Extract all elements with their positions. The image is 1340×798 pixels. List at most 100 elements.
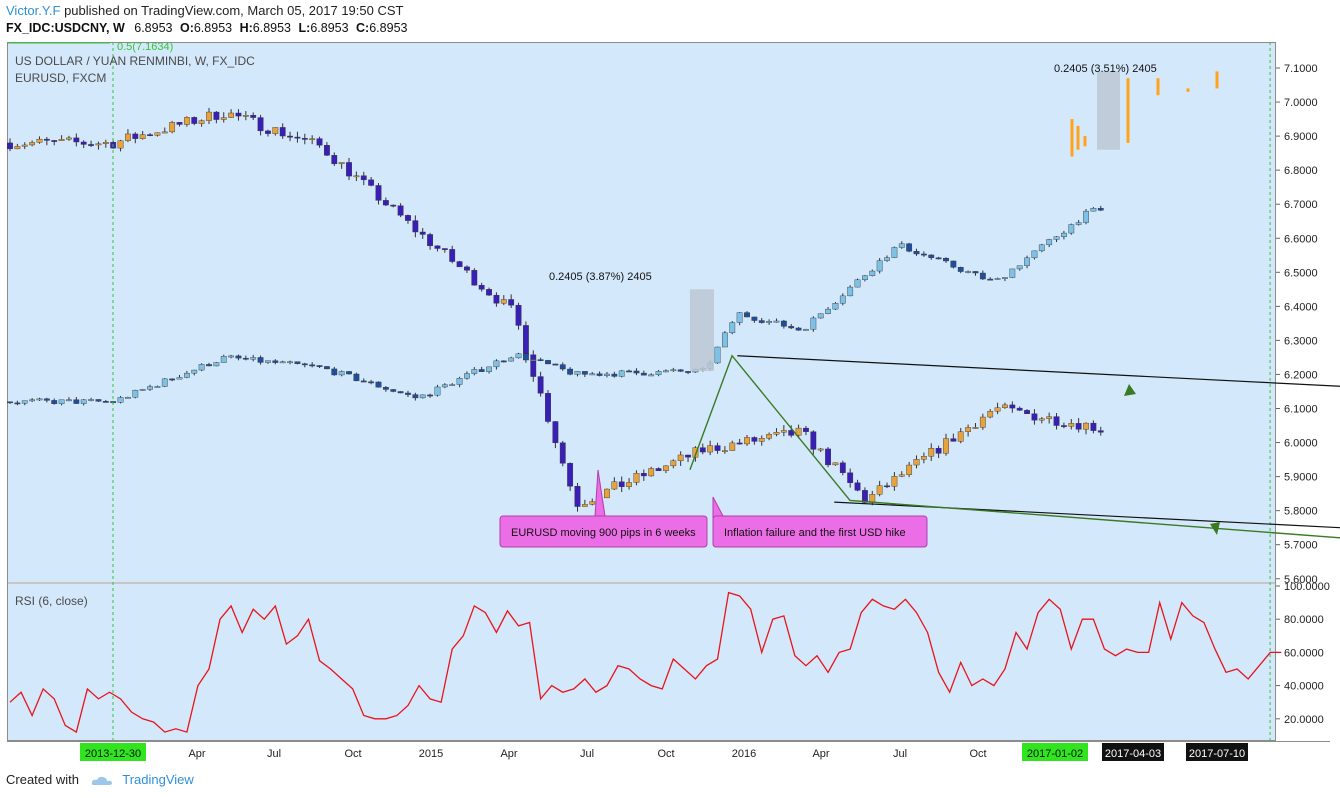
usdcny-candle <box>633 473 640 483</box>
eurusd-candle <box>464 373 470 379</box>
tradingview-link[interactable]: TradingView <box>122 772 194 787</box>
time-label: Oct <box>344 748 361 760</box>
rsi-tick-label: 20.0000 <box>1284 714 1324 726</box>
eurusd-candle <box>817 313 824 319</box>
time-label: Apr <box>500 748 517 760</box>
price-tick-label: 5.9000 <box>1284 472 1318 484</box>
eurusd-candle <box>272 360 279 363</box>
eurusd-candle <box>250 357 257 360</box>
price-tick-label: 6.4000 <box>1284 301 1318 313</box>
eurusd-candle <box>257 357 264 363</box>
eurusd-candle <box>884 257 890 261</box>
eurusd-candle <box>228 355 234 358</box>
high-label: H: <box>239 21 253 35</box>
usdcny-candle <box>132 133 139 139</box>
low-value: 6.8953 <box>310 21 349 35</box>
time-label: Apr <box>188 748 205 760</box>
projection-arrow-down <box>1210 522 1220 535</box>
usdcny-candle <box>670 460 677 467</box>
usdcny-candle <box>235 112 242 117</box>
usdcny-candle <box>272 127 279 134</box>
usdcny-candle <box>486 289 492 296</box>
usdcny-candle <box>729 442 736 451</box>
author-link[interactable]: Victor.Y.F <box>6 3 61 18</box>
usdcny-candle <box>493 294 500 304</box>
eurusd-candle <box>574 371 581 375</box>
eurusd-candle <box>721 332 728 348</box>
annotation-text-1: EURUSD moving 900 pips in 6 weeks <box>511 527 696 539</box>
eurusd-candle <box>7 401 13 404</box>
usdcny-candle <box>920 456 927 460</box>
usdcny-candle <box>552 421 559 444</box>
usdcny-candle <box>869 494 876 503</box>
eurusd-candle <box>324 366 330 370</box>
usdcny-candle <box>699 447 706 453</box>
price-tick-label: 6.1000 <box>1284 404 1318 416</box>
eurusd-candle <box>581 371 588 375</box>
usdcny-candle <box>183 117 190 125</box>
usdcny-candle <box>891 476 898 487</box>
usdcny-candle <box>14 146 21 150</box>
eurusd-candle <box>265 360 271 363</box>
price-tick-label: 6.9000 <box>1284 131 1318 143</box>
eurusd-candle <box>235 355 242 359</box>
ohlc-header: FX_IDC:USDCNY, W 6.8953 O:6.8953 H:6.895… <box>6 21 407 35</box>
eurusd-candle <box>530 359 537 361</box>
usdcny-candle <box>478 285 485 290</box>
usdcny-candle <box>1053 416 1060 426</box>
usdcny-candle <box>434 245 441 249</box>
usdcny-candle <box>1016 407 1023 411</box>
eurusd-candle <box>73 399 80 404</box>
eurusd-candle <box>928 254 935 258</box>
projection-arrow-up <box>1124 384 1136 396</box>
time-label: Oct <box>657 748 674 760</box>
usdcny-candle <box>250 115 257 118</box>
eurusd-candle <box>43 398 50 401</box>
usdcny-candle <box>618 481 625 487</box>
usdcny-candle <box>957 431 964 442</box>
eurusd-candle <box>950 260 957 268</box>
usdcny-candle <box>1061 425 1067 427</box>
usdcny-candle <box>928 448 935 457</box>
eurusd-candle <box>1009 268 1016 278</box>
usdcny-candle <box>832 462 839 466</box>
usdcny-candle <box>500 299 507 304</box>
eurusd-candle <box>1038 244 1045 252</box>
eurusd-candle <box>898 243 905 248</box>
time-label: Jul <box>893 748 907 760</box>
usdcny-candle <box>412 220 419 233</box>
eurusd-candle <box>287 361 293 364</box>
price-tick-label: 7.0000 <box>1284 97 1318 109</box>
time-label-2017-07-10: 2017-07-10 <box>1189 748 1245 760</box>
usdcny-candle <box>1009 404 1016 409</box>
usdcny-candle <box>707 445 714 453</box>
eurusd-candle <box>979 272 986 280</box>
eurusd-candle <box>1024 257 1030 266</box>
eurusd-candle <box>994 278 1001 280</box>
eurusd-candle <box>891 247 898 258</box>
eurusd-candle <box>670 369 677 372</box>
eurusd-candle <box>545 360 551 365</box>
high-value: 6.8953 <box>252 21 292 35</box>
eurusd-candle <box>663 370 669 373</box>
usdcny-candle <box>1002 404 1008 408</box>
eurusd-candle <box>618 370 625 377</box>
main-pane-bg <box>7 42 1276 582</box>
usdcny-candle <box>898 474 905 477</box>
usdcny-candle <box>43 138 50 141</box>
eurusd-candle <box>758 320 765 323</box>
usdcny-candle <box>626 482 632 487</box>
measure-label-1: 0.2405 (3.87%) 2405 <box>549 271 652 283</box>
eurusd-candle <box>176 377 183 380</box>
eurusd-candle <box>198 364 205 371</box>
eurusd-candle <box>935 257 942 260</box>
price-tick-label: 6.7000 <box>1284 199 1318 211</box>
usdcny-candle <box>825 448 831 466</box>
eurusd-candle <box>1053 236 1060 240</box>
eurusd-candle <box>412 394 419 399</box>
usdcny-candle <box>1031 413 1038 421</box>
publish-header: Victor.Y.F published on TradingView.com,… <box>6 3 403 18</box>
eurusd-candle <box>1061 232 1067 237</box>
usdcny-candle <box>397 205 404 216</box>
